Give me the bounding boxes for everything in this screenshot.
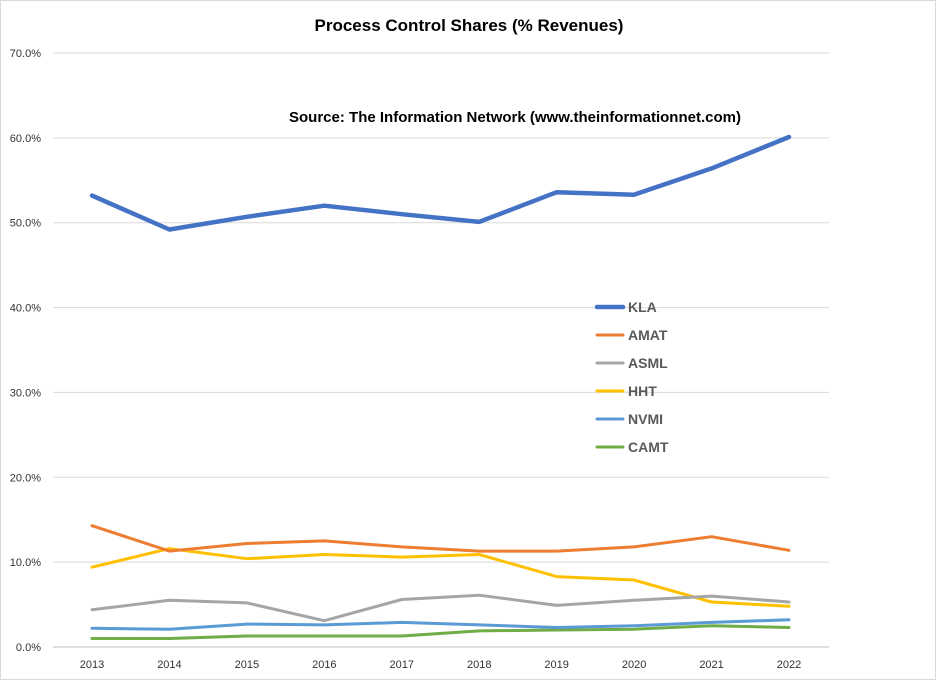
- series-line-asml: [90, 593, 791, 623]
- series-line-amat: [90, 524, 791, 553]
- legend-label-hht: HHT: [628, 383, 657, 399]
- legend-label-amat: AMAT: [628, 327, 668, 343]
- chart-title: Process Control Shares (% Revenues): [315, 16, 624, 35]
- x-tick-label: 2017: [390, 659, 414, 671]
- legend-label-kla: KLA: [628, 299, 657, 315]
- y-tick-label: 40.0%: [10, 303, 41, 315]
- series-lines: [89, 134, 792, 640]
- x-tick-label: 2019: [544, 659, 568, 671]
- x-tick-label: 2013: [80, 659, 104, 671]
- y-tick-label: 20.0%: [10, 472, 41, 484]
- gridlines: [53, 52, 829, 648]
- y-tick-label: 50.0%: [10, 218, 41, 230]
- y-tick-label: 10.0%: [10, 557, 41, 569]
- series-line-hht: [90, 547, 791, 608]
- legend: KLA AMAT ASML HHT NVMI CAMT: [594, 299, 669, 455]
- legend-label-nvmi: NVMI: [628, 411, 663, 427]
- x-tick-label: 2015: [235, 659, 259, 671]
- x-tick-label: 2021: [699, 659, 723, 671]
- x-axis-ticks: 2013 2014 2015 2016 2017 2018 2019 2020 2021 2022: [80, 659, 801, 671]
- x-tick-label: 2020: [622, 659, 646, 671]
- x-tick-label: 2014: [157, 659, 181, 671]
- legend-label-asml: ASML: [628, 355, 668, 371]
- x-tick-label: 2016: [312, 659, 336, 671]
- x-tick-label: 2018: [467, 659, 491, 671]
- y-tick-label: 0.0%: [16, 642, 41, 654]
- y-axis-ticks: 0.0% 10.0% 20.0% 30.0% 40.0% 50.0% 60.0% 70.0%: [10, 48, 41, 654]
- y-tick-label: 70.0%: [10, 48, 41, 60]
- source-annotation: Source: The Information Network (www.the…: [289, 109, 741, 126]
- legend-label-camt: CAMT: [628, 439, 669, 455]
- y-tick-label: 30.0%: [10, 387, 41, 399]
- x-tick-label: 2022: [777, 659, 801, 671]
- y-tick-label: 60.0%: [10, 133, 41, 145]
- series-line-nvmi: [90, 618, 791, 631]
- series-line-kla: [89, 134, 792, 232]
- series-line-camt: [90, 624, 791, 640]
